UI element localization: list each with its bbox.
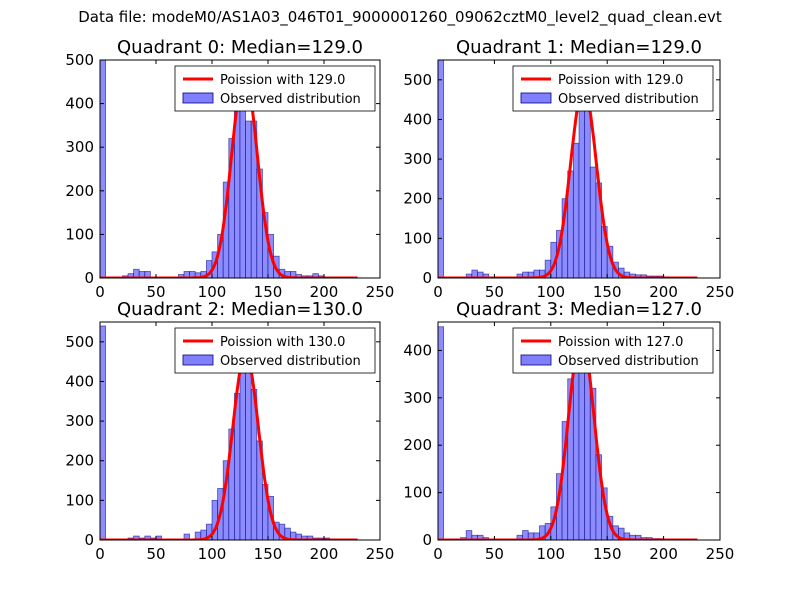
y-tick-label: 100 — [65, 491, 94, 509]
axes-frame — [99, 59, 381, 279]
x-tick-label: 150 — [254, 283, 283, 301]
axes-frame — [437, 59, 721, 279]
legend-poisson-label: Poission with 130.0 — [220, 335, 345, 350]
y-tick-label: 400 — [65, 95, 94, 113]
histogram-bar — [438, 326, 445, 540]
legend-poisson-label: Poission with 129.0 — [220, 73, 345, 88]
x-tick-label: 250 — [706, 545, 735, 563]
poisson-curve — [438, 334, 698, 540]
legend-observed-label: Observed distribution — [558, 92, 699, 107]
poisson-curve — [100, 352, 358, 540]
x-tick-label: 250 — [706, 283, 735, 301]
y-tick-label: 400 — [403, 341, 432, 359]
subplot-title: Quadrant 1: Median=129.0 — [456, 37, 702, 58]
legend-bar-swatch — [520, 92, 552, 104]
y-tick-label: 400 — [65, 372, 94, 390]
panel-quadrant-2: 0 50 100 150 200 250 0 100 200 300 400 500 Quadrant … — [65, 299, 394, 563]
y-tick-label: 300 — [403, 389, 432, 407]
y-tick-label: 100 — [65, 225, 94, 243]
x-tick-label: 100 — [536, 545, 565, 563]
figure-title: Data file: modeM0/AS1A03_046T01_90000012… — [78, 8, 722, 26]
legend-bar-swatch — [182, 92, 214, 104]
y-tick-label: 0 — [84, 531, 94, 549]
plot-area — [100, 325, 358, 540]
legend-poisson-label: Poission with 129.0 — [558, 73, 683, 88]
x-tick-label: 250 — [366, 283, 395, 301]
legend-box — [174, 327, 376, 374]
histogram-bar — [239, 85, 246, 278]
y-tick-label: 0 — [84, 269, 94, 287]
legend-poisson-label: Poission with 127.0 — [558, 335, 683, 350]
y-tick-label: 500 — [65, 51, 94, 69]
legend-bar-swatch — [520, 354, 552, 366]
histogram-bar — [589, 166, 597, 278]
subplot-title: Quadrant 0: Median=129.0 — [117, 37, 363, 58]
histogram-bar — [438, 60, 445, 278]
x-tick-label: 50 — [485, 545, 504, 563]
legend-box — [512, 327, 714, 374]
y-tick-label: 400 — [403, 110, 432, 128]
panel-quadrant-3: 0 50 100 150 200 250 0 100 200 300 400 Quadrant 3: … — [403, 299, 734, 563]
axes-frame — [437, 321, 721, 541]
legend-box — [174, 65, 376, 112]
panel-quadrant-1: 0 50 100 150 200 250 0 100 200 300 400 500 Quadrant … — [403, 37, 734, 301]
x-tick-label: 200 — [310, 283, 339, 301]
legend: Poission with 130.0 Observed distribution — [174, 327, 376, 374]
legend-observed-label: Observed distribution — [220, 354, 361, 369]
y-tick-label: 300 — [403, 150, 432, 168]
x-tick-label: 100 — [198, 283, 227, 301]
y-tick-label: 0 — [422, 269, 432, 287]
x-tick-label: 200 — [649, 545, 678, 563]
y-tick-label: 200 — [65, 182, 94, 200]
x-tick-label: 50 — [146, 545, 165, 563]
histogram-bar — [584, 364, 591, 540]
x-tick-label: 0 — [433, 545, 443, 563]
y-tick-label: 500 — [403, 71, 432, 89]
x-tick-label: 100 — [536, 283, 565, 301]
x-tick-label: 50 — [146, 283, 165, 301]
legend-bar-swatch — [182, 354, 214, 366]
legend: Poission with 129.0 Observed distribution — [174, 65, 376, 112]
x-tick-label: 0 — [95, 283, 105, 301]
legend-observed-label: Observed distribution — [220, 92, 361, 107]
x-tick-label: 150 — [254, 545, 283, 563]
subplot-title: Quadrant 3: Median=127.0 — [456, 299, 702, 320]
subplot-title: Quadrant 2: Median=130.0 — [117, 299, 363, 320]
histogram-bar — [183, 533, 190, 540]
histogram-bar — [100, 60, 106, 278]
x-tick-label: 0 — [433, 283, 443, 301]
panel-quadrant-0: 0 50 100 150 200 250 0 100 200 300 400 500 Quadrant … — [65, 37, 394, 301]
axes-frame — [99, 321, 381, 541]
legend-box — [512, 65, 714, 112]
histogram-bar — [572, 142, 580, 278]
plot-area — [438, 60, 698, 278]
histogram-bar — [245, 120, 252, 278]
histogram-bar — [482, 273, 490, 278]
histogram-bar — [100, 325, 106, 540]
x-tick-label: 50 — [485, 283, 504, 301]
legend: Poission with 129.0 Observed distribution — [512, 65, 714, 112]
x-tick-label: 100 — [198, 545, 227, 563]
y-tick-label: 200 — [65, 452, 94, 470]
y-tick-label: 200 — [403, 436, 432, 454]
y-tick-label: 300 — [65, 412, 94, 430]
y-tick-label: 200 — [403, 190, 432, 208]
legend: Poission with 127.0 Observed distribution — [512, 327, 714, 374]
y-tick-label: 100 — [403, 484, 432, 502]
legend-observed-label: Observed distribution — [558, 354, 699, 369]
y-tick-label: 0 — [422, 531, 432, 549]
poisson-curve — [100, 71, 358, 278]
x-tick-label: 200 — [649, 283, 678, 301]
y-tick-label: 500 — [65, 333, 94, 351]
x-tick-label: 0 — [95, 545, 105, 563]
y-tick-label: 100 — [403, 229, 432, 247]
x-tick-label: 150 — [593, 283, 622, 301]
x-tick-label: 200 — [310, 545, 339, 563]
poisson-curve — [438, 86, 698, 278]
x-tick-label: 250 — [366, 545, 395, 563]
y-tick-label: 300 — [65, 138, 94, 156]
x-tick-label: 150 — [593, 545, 622, 563]
